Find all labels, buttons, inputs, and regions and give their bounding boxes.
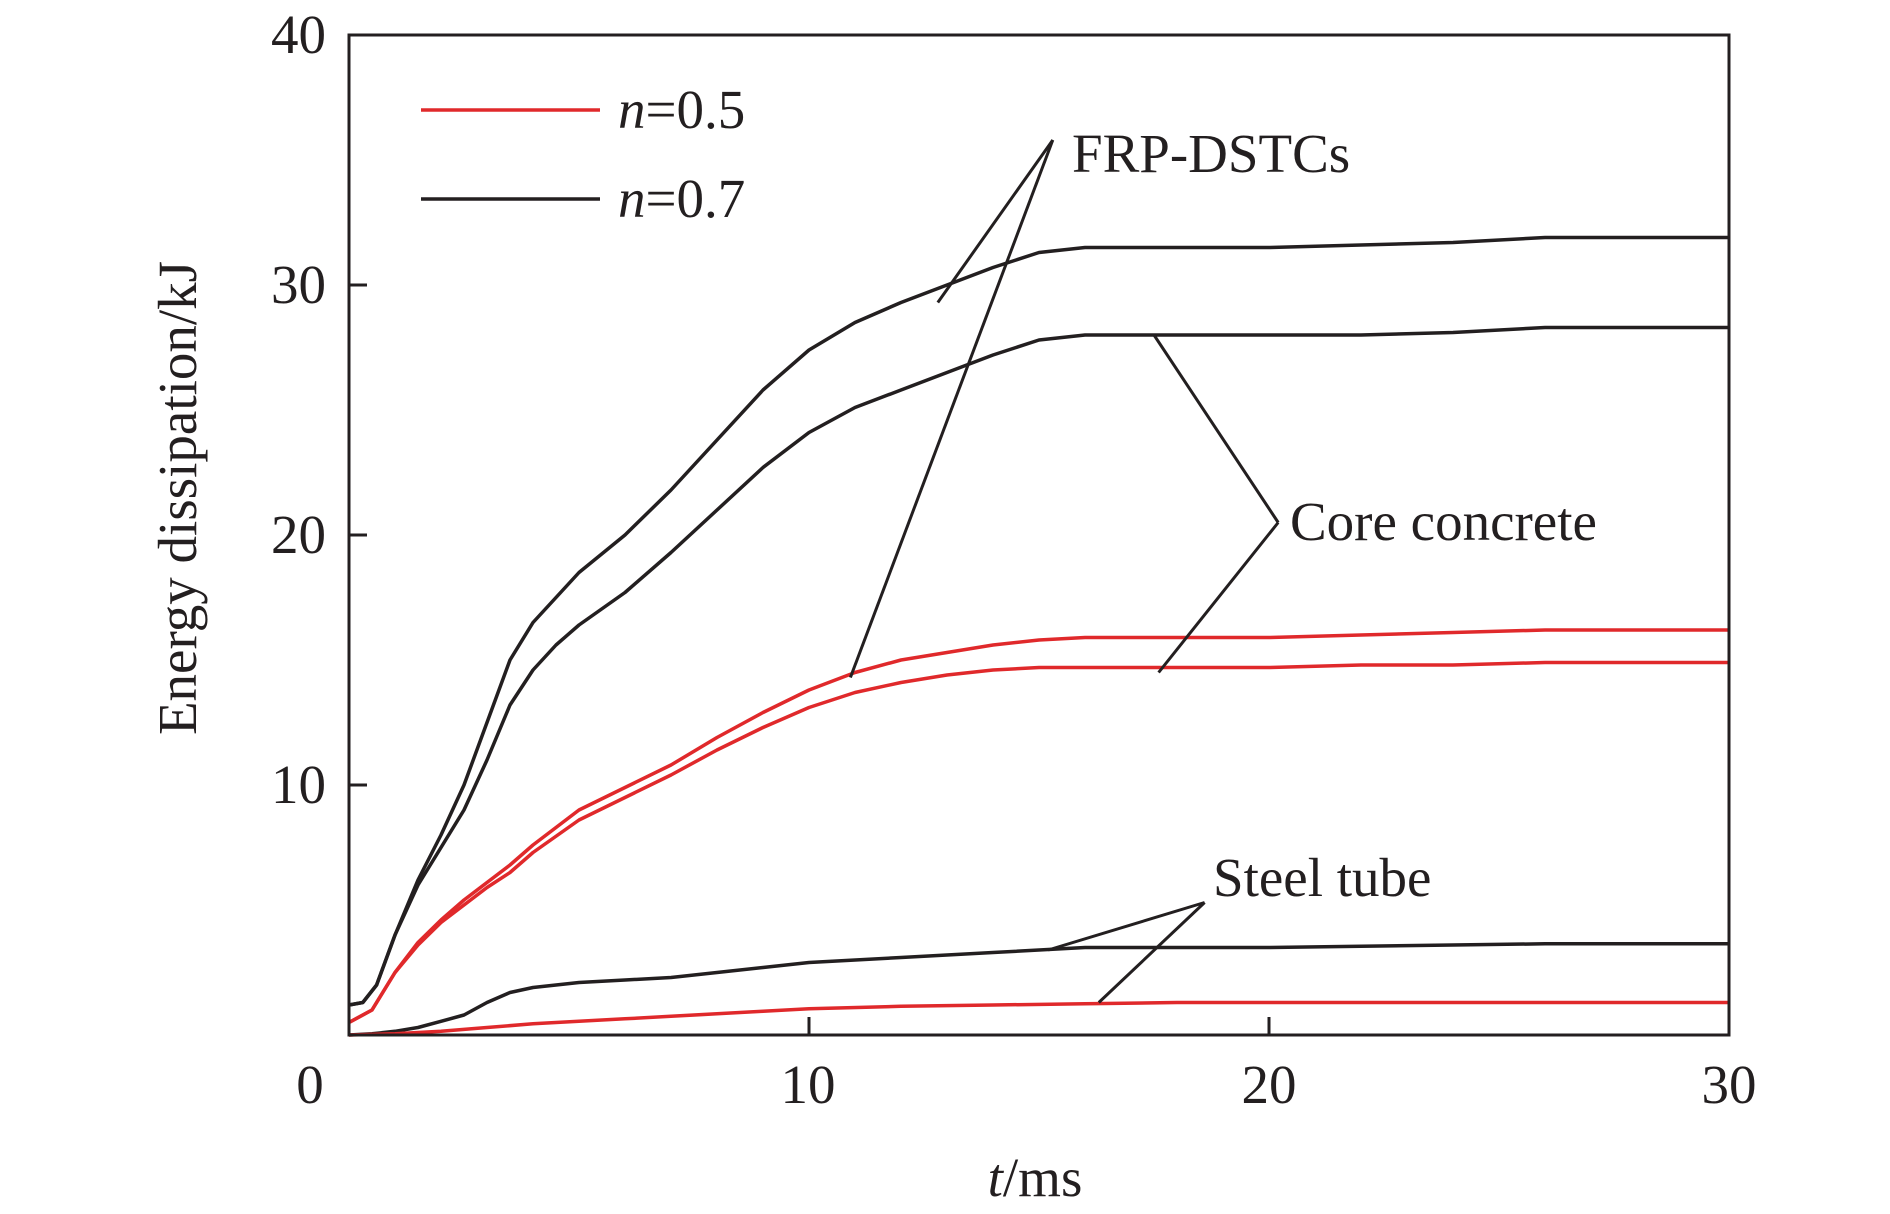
leader-steel-to-red (1097, 901, 1206, 1004)
axis-ticks (349, 283, 1271, 1035)
legend-label-n-0.5: n=0.5 (618, 79, 745, 140)
annotation-core-concrete: Core concrete (1290, 491, 1597, 552)
leader-frp-to-black (936, 139, 1055, 304)
leader-core-to-black (1152, 334, 1280, 524)
series-line-core-concrete-n-0-5 (348, 660, 1729, 1025)
annotation-steel-tube: Steel tube (1213, 847, 1431, 908)
series-line-frp-dstcs-n-0-5 (348, 628, 1729, 1025)
y-tick-label-20: 20 (271, 504, 326, 565)
plot-marks (348, 235, 1729, 1037)
annotation-frp-dstcs: FRP-DSTCs (1072, 123, 1350, 184)
y-tick-label-10: 10 (271, 754, 326, 815)
x-axis-title: t/ms (988, 1147, 1083, 1208)
series-line-steel-tube-n-0-7 (348, 942, 1729, 1037)
legend-label-n-0.7: n=0.7 (618, 168, 745, 229)
plot-frame (347, 33, 1731, 1037)
leader-steel-to-black (1047, 901, 1206, 952)
leader-core-to-red (1157, 521, 1280, 674)
legend: n=0.5 n=0.7 (421, 79, 745, 229)
x-tick-label-0: 0 (296, 1054, 324, 1115)
leader-frp-to-red (848, 139, 1055, 679)
y-axis-title: Energy dissipation/kJ (147, 261, 208, 735)
annotation-leader-lines (848, 139, 1280, 1004)
y-tick-label-30: 30 (271, 254, 326, 315)
x-tick-label-20: 20 (1242, 1054, 1297, 1115)
x-tick-label-30: 30 (1702, 1054, 1757, 1115)
x-tick-label-10: 10 (781, 1054, 836, 1115)
y-tick-label-40: 40 (271, 4, 326, 65)
series-line-frp-dstcs-n-0-7 (348, 235, 1729, 1007)
series-line-core-concrete-n-0-7 (348, 325, 1729, 1007)
series-line-steel-tube-n-0-5 (348, 1000, 1729, 1037)
